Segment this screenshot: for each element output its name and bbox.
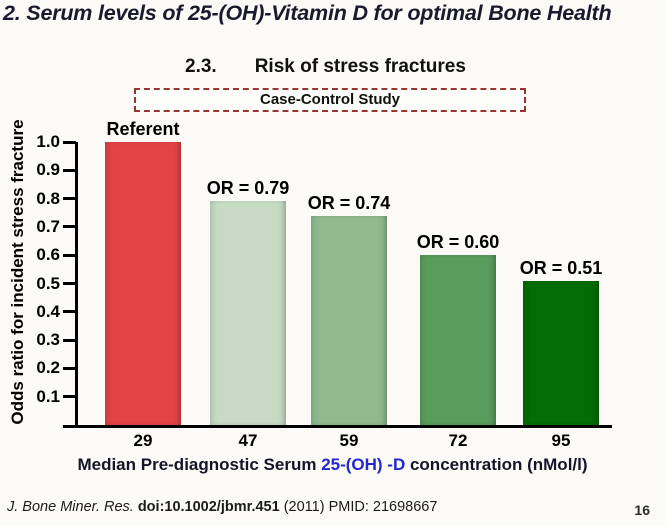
- y-axis-tick: [63, 225, 76, 229]
- x-axis-title: Median Pre-diagnostic Serum 25-(OH) -D c…: [0, 455, 665, 475]
- x-axis-tick-label: 95: [551, 431, 571, 450]
- y-axis-tick-label: 0.7: [36, 216, 60, 236]
- chart-subtitle: 2.3. Risk of stress fractures: [185, 56, 466, 78]
- y-axis-tick-label: 0.2: [36, 358, 60, 378]
- y-axis-tick-label: 0.1: [36, 386, 60, 406]
- y-axis-tick-label: 0.6: [36, 245, 60, 265]
- citation-footer: J. Bone Miner. Res. doi:10.1002/jbmr.451…: [7, 499, 437, 515]
- study-type-badge: Case-Control Study: [134, 88, 526, 112]
- y-axis-tick-label: 1.0: [36, 132, 60, 151]
- y-axis-tick-label: 0.4: [36, 301, 60, 321]
- bar-value-label: OR = 0.79: [206, 178, 290, 199]
- x-axis-tick-label: 59: [339, 431, 359, 450]
- y-axis-tick-label: 0.8: [36, 188, 60, 208]
- bar-29: [105, 142, 181, 425]
- y-axis-tick: [63, 310, 76, 314]
- x-axis-title-suffix: concentration (nMol/l): [405, 455, 588, 474]
- x-axis-tick-label: 72: [448, 431, 468, 450]
- y-axis-tick: [63, 197, 76, 201]
- bar-95: [523, 280, 599, 425]
- y-axis-tick: [63, 253, 76, 257]
- citation-rest: (2011) PMID: 21698667: [279, 499, 438, 515]
- y-axis-tick: [63, 140, 76, 144]
- y-axis-tick: [63, 168, 76, 172]
- bar-value-label: OR = 0.74: [307, 192, 391, 213]
- bar-72: [420, 255, 496, 425]
- x-axis-title-prefix: Median Pre-diagnostic Serum: [77, 455, 322, 474]
- x-axis-line: [63, 425, 612, 428]
- y-axis-tick: [63, 282, 76, 285]
- page-title: 2. Serum levels of 25-(OH)-Vitamin D for…: [3, 1, 612, 25]
- x-axis-tick-label: 47: [238, 431, 258, 450]
- y-axis-tick-label: 0.9: [36, 160, 60, 180]
- y-axis-tick: [63, 395, 76, 399]
- bar-47: [210, 201, 286, 425]
- bar-value-label: OR = 0.60: [416, 232, 500, 253]
- y-axis-tick: [63, 366, 76, 370]
- y-axis-tick: [63, 338, 76, 342]
- y-axis-line: [75, 142, 78, 428]
- citation-doi: doi:10.1002/jbmr.451: [133, 499, 280, 515]
- citation-journal: J. Bone Miner. Res.: [7, 499, 134, 515]
- bar-value-label: OR = 0.51: [519, 257, 603, 278]
- subtitle-text: Risk of stress fractures: [254, 56, 466, 77]
- y-axis-tick-label: 0.3: [36, 330, 60, 350]
- subtitle-number: 2.3.: [185, 56, 217, 77]
- y-axis-tick-label: 0.5: [36, 273, 60, 293]
- x-axis-tick-label: 29: [133, 431, 153, 450]
- x-axis-title-highlight: 25-(OH) -D: [321, 455, 406, 474]
- bar-59: [311, 215, 387, 425]
- bar-value-label: Referent: [106, 119, 180, 139]
- page-number: 16: [634, 502, 650, 518]
